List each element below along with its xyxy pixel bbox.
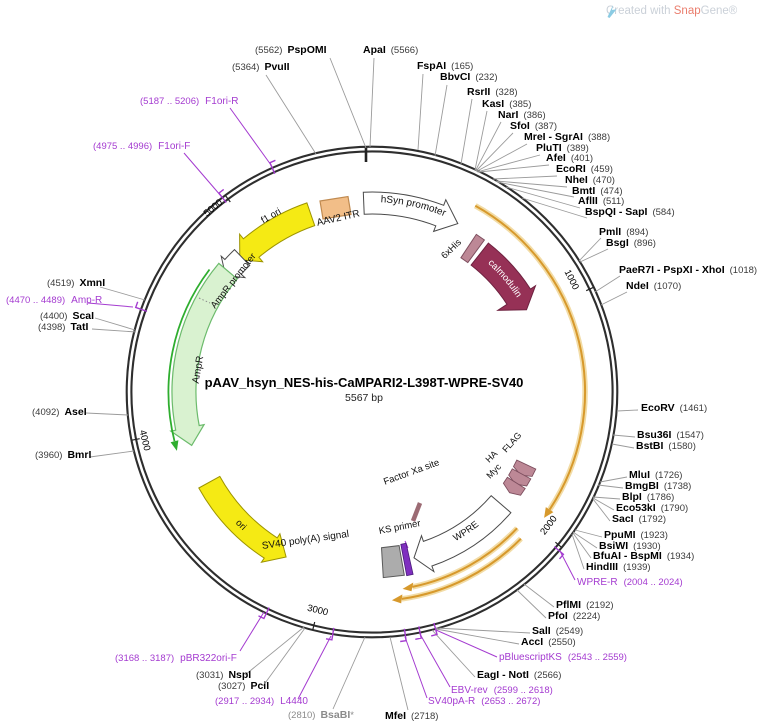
feature-hsyn-promoter[interactable] <box>362 191 459 233</box>
enzyme-label-kasi[interactable]: KasI (385) <box>482 98 532 111</box>
feature-aav2-itr[interactable] <box>319 195 352 220</box>
enzyme-label-sali[interactable]: SalI (2549) <box>532 625 584 638</box>
enzyme-leader-lines <box>85 57 639 711</box>
enzyme-label-pcii[interactable]: (3027) PciI <box>218 680 270 693</box>
primer-site-marks <box>134 159 565 643</box>
enzyme-label-asei[interactable]: (4092) AseI <box>32 406 87 419</box>
snapgene-logo-icon <box>607 5 617 18</box>
tick-label-1000: 1000 <box>562 268 581 292</box>
enzyme-label-paer7i-pspxi-xhoi[interactable]: PaeR7I - PspXI - XhoI (1018) <box>619 264 758 277</box>
enzyme-label-nari[interactable]: NarI (386) <box>498 109 546 122</box>
primer-label-f1ori-r[interactable]: (5187 .. 5206) F1ori-R <box>140 96 239 107</box>
enzyme-label-scai[interactable]: (4400) ScaI <box>40 310 95 323</box>
tick-label-4000: 4000 <box>137 429 152 452</box>
enzyme-label-aflii[interactable]: AflII (511) <box>578 195 625 208</box>
kb-ticks <box>131 195 594 630</box>
enzyme-label-ecori[interactable]: EcoRI (459) <box>556 163 613 176</box>
feature-sv40-polya[interactable] <box>380 545 405 579</box>
enzyme-label-bsgi[interactable]: BsgI (896) <box>606 237 656 250</box>
primer-label-amp-r[interactable]: (4470 .. 4489) Amp-R <box>6 295 103 306</box>
orf-arcs[interactable] <box>401 204 586 600</box>
enzyme-label-blpi[interactable]: BlpI (1786) <box>622 491 675 504</box>
enzyme-label-pmli[interactable]: PmlI (894) <box>599 226 649 239</box>
enzyme-label-afei[interactable]: AfeI (401) <box>546 152 594 165</box>
primer-label-ebv-rev[interactable]: EBV-rev (2599 .. 2618) <box>451 685 553 696</box>
enzyme-label-bstbi[interactable]: BstBI (1580) <box>636 440 696 453</box>
enzyme-label-bmgbi[interactable]: BmgBI (1738) <box>625 480 692 493</box>
feature-factor-xa[interactable] <box>410 502 423 522</box>
enzyme-label-eagi-noti[interactable]: EagI - NotI (2566) <box>477 669 562 682</box>
feature-calmodulin[interactable] <box>470 242 537 311</box>
enzyme-label-hindiii[interactable]: HindIII (1939) <box>586 561 651 574</box>
enzyme-label-bsiwi[interactable]: BsiWI (1930) <box>599 540 661 553</box>
primer-label-wpre-r[interactable]: WPRE-R (2004 .. 2024) <box>577 577 683 588</box>
tick-label-5000: 5000 <box>202 197 225 219</box>
enzyme-label-bbvci[interactable]: BbvCI (232) <box>440 71 498 84</box>
snapgene-watermark: Created with SnapGene® <box>606 5 738 18</box>
enzyme-label-sfoi[interactable]: SfoI (387) <box>510 120 558 133</box>
tick-label-3000: 3000 <box>306 603 329 619</box>
enzyme-label-nspi[interactable]: (3031) NspI <box>196 669 252 682</box>
enzyme-label-tati[interactable]: (4398) TatI <box>38 321 89 334</box>
watermark-brand-snap: Snap <box>673 5 701 17</box>
feature-wpre[interactable] <box>413 494 512 573</box>
primer-label-f1ori-f[interactable]: (4975 .. 4996) F1ori-F <box>93 141 191 152</box>
enzyme-label-bmti[interactable]: BmtI (474) <box>572 185 623 198</box>
enzyme-label-pluti[interactable]: PluTI (389) <box>536 142 589 155</box>
enzyme-label-pspomi[interactable]: (5562) PspOMI <box>255 44 327 57</box>
plasmid-length: 5567 bp <box>345 392 383 404</box>
plasmid-title: pAAV_hsyn_NES-his-CaMPARI2-L398T-WPRE-SV… <box>204 375 524 390</box>
enzyme-label-ecorv[interactable]: EcoRV (1461) <box>641 402 708 415</box>
enzyme-label-rsrii[interactable]: RsrII (328) <box>467 86 518 99</box>
enzyme-label-xmni[interactable]: (4519) XmnI <box>47 277 106 290</box>
feature-ampr-cds-line <box>167 268 211 442</box>
backbone-outer-ring <box>125 145 619 639</box>
enzyme-label-bspqi-sapi[interactable]: BspQI - SapI (584) <box>585 206 675 219</box>
feature-ampr[interactable] <box>169 262 239 447</box>
primer-label-l4440[interactable]: (2917 .. 2934) L4440 <box>215 696 308 707</box>
enzyme-label-mrei-sgrai[interactable]: MreI - SgrAI (388) <box>524 131 611 144</box>
primer-label-pbr322ori-f[interactable]: (3168 .. 3187) pBR322ori-F <box>115 653 237 664</box>
feature-6xhis[interactable] <box>460 233 486 264</box>
enzyme-label-bsu36i[interactable]: Bsu36I (1547) <box>637 429 704 442</box>
enzyme-label-bfuai-bspmi[interactable]: BfuAI - BspMI (1934) <box>593 550 695 563</box>
enzyme-label-eco53ki[interactable]: Eco53kI (1790) <box>616 502 689 515</box>
orf-arrowheads <box>391 507 554 604</box>
enzyme-label-ppumi[interactable]: PpuMI (1923) <box>604 529 668 542</box>
enzyme-label-ndei[interactable]: NdeI (1070) <box>626 280 682 293</box>
enzyme-label-bsabi[interactable]: (2810) BsaBI* <box>288 709 354 722</box>
primer-label-pbluescriptks[interactable]: pBluescriptKS (2543 .. 2559) <box>499 652 627 663</box>
watermark-brand-gene: Gene® <box>700 5 738 17</box>
enzyme-label-pfoi[interactable]: PfoI (2224) <box>548 610 601 623</box>
watermark-text: Created with <box>606 5 671 17</box>
enzyme-label-bmri[interactable]: (3960) BmrI <box>35 449 92 462</box>
tick-label-2000: 2000 <box>538 514 560 538</box>
feature-ks-primer[interactable] <box>400 542 414 577</box>
feature-ori[interactable] <box>198 475 287 564</box>
enzyme-label-pflmi[interactable]: PflMI (2192) <box>556 599 614 612</box>
enzyme-label-fspai[interactable]: FspAI (165) <box>417 60 474 73</box>
backbone-inner-ring <box>130 150 614 634</box>
enzyme-label-pvuii[interactable]: (5364) PvuII <box>232 61 290 74</box>
enzyme-label-mfei[interactable]: MfeI (2718) <box>385 710 439 723</box>
enzyme-label-saci[interactable]: SacI (1792) <box>612 513 667 526</box>
primer-leader-lines <box>87 107 576 700</box>
enzyme-label-mlui[interactable]: MluI (1726) <box>629 469 683 482</box>
primer-label-sv40pa-r[interactable]: SV40pA-R (2653 .. 2672) <box>428 696 541 707</box>
feature-ampr-cds-arrowhead <box>170 440 179 451</box>
enzyme-label-apai[interactable]: ApaI (5566) <box>363 44 419 57</box>
enzyme-label-nhei[interactable]: NheI (470) <box>565 174 615 187</box>
enzyme-label-acci[interactable]: AccI (2550) <box>521 636 576 649</box>
feature-myc-tag[interactable] <box>502 476 526 496</box>
